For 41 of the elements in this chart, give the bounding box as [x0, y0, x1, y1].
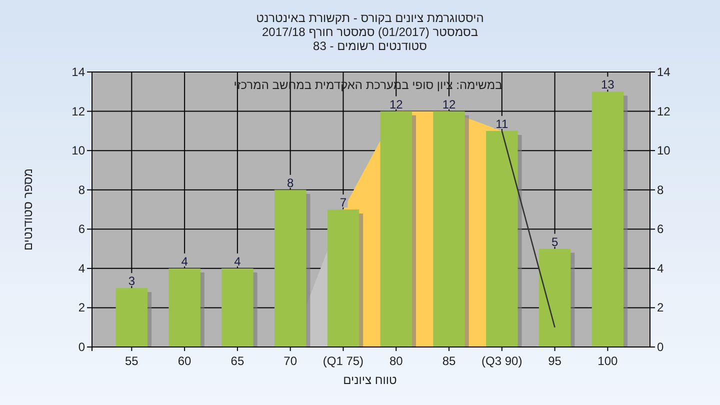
y-axis-title: מספר סטודנטים [21, 168, 35, 251]
y2-tick-label: 10 [657, 144, 671, 158]
x-tick-label: 60 [178, 354, 192, 368]
data-label: 12 [389, 97, 404, 112]
data-label: 3 [128, 274, 136, 288]
x-tick-label: (Q1 75) [322, 354, 364, 368]
x-axis-title: טווח ציונים [343, 373, 398, 387]
x-tick-label: 55 [124, 354, 139, 368]
data-label: 4 [181, 254, 188, 268]
x-tick-label: 85 [442, 354, 456, 368]
y2-tick-label: 8 [657, 182, 664, 197]
y-tick-label: 6 [78, 222, 86, 236]
y-tick-label: 12 [72, 104, 86, 118]
y2-tick-label: 0 [657, 340, 664, 354]
text: סטודנטים רשומים - 83 [313, 39, 428, 53]
y-tick-label: 2 [78, 300, 86, 315]
x-tick-label: 65 [230, 354, 244, 368]
data-label: 5 [551, 234, 558, 249]
data-label: 12 [442, 97, 456, 112]
x-tick-label: 100 [598, 354, 618, 368]
y2-tick-label: 4 [657, 261, 664, 276]
y-tick-label: 10 [72, 144, 86, 158]
y2-tick-label: 2 [657, 300, 664, 315]
y2-tick-label: 6 [657, 222, 664, 236]
data-label: 8 [286, 176, 294, 190]
chart-title: היסטוגרמת ציונים בקורס - תקשורת באינטרנט [256, 11, 484, 25]
y-tick-label: 8 [78, 182, 86, 197]
data-label: 4 [234, 254, 242, 268]
y2-tick-label: 12 [657, 104, 671, 118]
x-tick-label: 80 [389, 354, 404, 368]
y-tick-label: 0 [78, 340, 86, 354]
data-label: 7 [340, 196, 347, 210]
x-tick-label: 70 [284, 354, 298, 368]
y-tick-label: 4 [78, 261, 86, 276]
y-tick-label: 14 [72, 65, 86, 79]
y2-tick-label: 14 [657, 65, 671, 79]
x-tick-label: 95 [548, 354, 562, 368]
data-label: 13 [601, 78, 615, 92]
data-label: 11 [496, 116, 508, 131]
x-tick-label: (Q3 90) [482, 354, 522, 368]
chart-subtitle: בסמסטר (01/2017) סמסטר חורף 2017/18 [262, 25, 478, 39]
